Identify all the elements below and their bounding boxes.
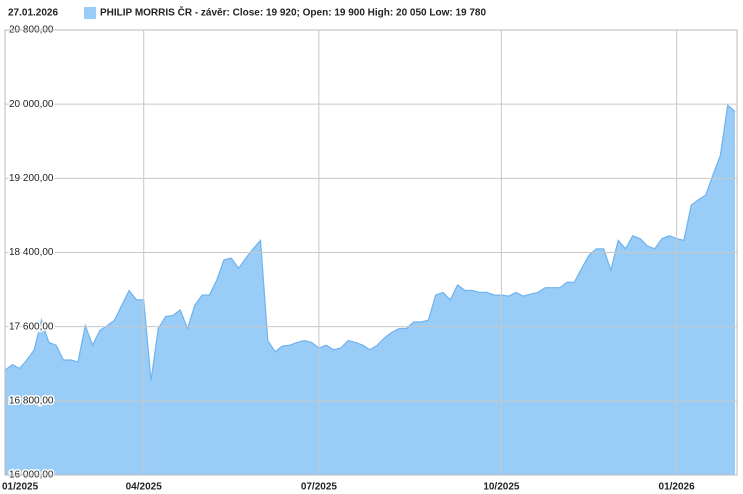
legend-swatch — [84, 7, 96, 19]
y-tick-label: 20 000,00 — [9, 99, 54, 110]
x-tick-label: 01/2026 — [659, 482, 696, 493]
x-tick-label: 01/2025 — [2, 482, 39, 493]
y-tick-label: 16 800,00 — [9, 395, 54, 406]
legend-label: PHILIP MORRIS ČR - závěr: Close: 19 920;… — [100, 6, 486, 19]
y-tick-label: 19 200,00 — [9, 173, 54, 184]
area — [5, 105, 735, 475]
x-tick-label: 07/2025 — [301, 482, 338, 493]
x-tick-label: 10/2025 — [483, 482, 520, 493]
y-tick-label: 17 600,00 — [9, 321, 54, 332]
y-tick-label: 18 400,00 — [9, 247, 54, 258]
plot-border — [4, 29, 738, 476]
area-line — [4, 103, 736, 381]
date-label: 27.01.2026 — [8, 8, 58, 19]
x-tick-label: 04/2025 — [126, 482, 163, 493]
